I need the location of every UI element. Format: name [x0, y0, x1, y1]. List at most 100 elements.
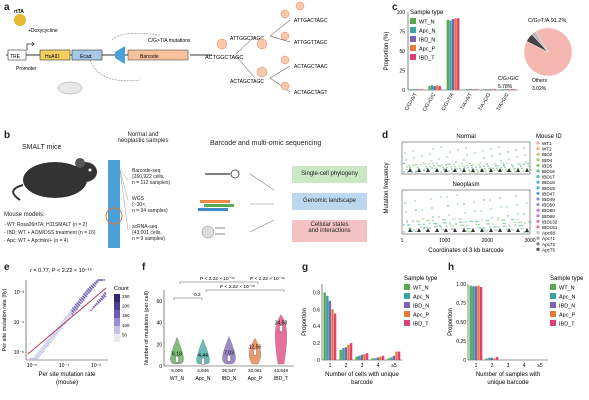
scatter-point	[62, 319, 65, 322]
scatter-point	[42, 344, 45, 347]
bar	[485, 358, 488, 360]
mutation-point	[517, 163, 519, 165]
pie-value-other: 3.02%	[532, 86, 547, 92]
seq-label-r3: ACTAGCTAGT	[294, 90, 327, 96]
mutation-point	[469, 171, 471, 173]
legend-label: IBD19	[542, 186, 555, 191]
count-label: 5,006	[171, 368, 183, 373]
bar	[454, 18, 457, 91]
legend-swatch	[536, 197, 540, 201]
legend-swatch	[404, 320, 410, 326]
legend-label: Apc75	[542, 247, 555, 252]
x-tick-label: 3	[361, 363, 364, 369]
mutation-point	[515, 195, 517, 197]
mutation-point	[448, 214, 450, 216]
mutation-point	[459, 167, 461, 170]
legend-label: IBD_T	[413, 322, 429, 328]
mutation-point	[447, 205, 449, 207]
mutation-point	[423, 169, 425, 171]
panel-label-e: e	[4, 262, 10, 273]
mutation-point	[419, 223, 421, 225]
panel-label-c: c	[392, 2, 398, 13]
mutation-point	[516, 204, 518, 206]
y-axis-label: Proportion	[448, 308, 454, 336]
mutation-point	[496, 229, 498, 231]
scatter-point	[83, 293, 85, 295]
mutation-point	[423, 223, 425, 225]
bar	[490, 357, 494, 360]
mutation-point	[425, 229, 427, 232]
legend-label: Apc_N	[559, 295, 576, 301]
y-axis-label: Mutation frequency	[384, 162, 390, 213]
mutation-point	[488, 223, 490, 225]
mutation-point	[521, 225, 523, 227]
mutation-point	[438, 158, 440, 160]
site-marker	[444, 168, 448, 172]
colorbar-segment	[114, 334, 120, 342]
mutation-point	[493, 226, 495, 228]
colorbar-tick: 200	[122, 304, 130, 309]
chart-g: 0 0.2 0.4 0.6 0.8 Proportion 1 2 3 4 ≥5 Number of c…	[302, 276, 438, 386]
bar	[475, 89, 478, 90]
scatter-point	[94, 304, 96, 307]
mutation-point	[406, 168, 408, 171]
scatter-point	[41, 346, 44, 349]
bar	[390, 357, 393, 360]
legend-label: IBD_T	[419, 56, 435, 62]
scatter-point	[69, 310, 72, 313]
y-tick-label: 1.00	[456, 282, 466, 288]
site-marker	[498, 228, 502, 232]
scatter-point	[36, 353, 38, 356]
mutation-point	[416, 220, 418, 222]
scatter-point	[92, 283, 94, 286]
mutation-point	[484, 168, 486, 170]
legend-swatch	[536, 163, 540, 167]
legend-swatch	[536, 225, 540, 229]
bar	[512, 89, 515, 90]
sequencing-title: Barcode and multi-omic sequencing	[210, 140, 322, 147]
bar	[365, 353, 369, 360]
mutation-point	[467, 227, 469, 230]
x-tick-label: C/G>A/T	[404, 92, 419, 112]
bar	[374, 358, 377, 360]
x-tick-label: C/G>G/C	[422, 92, 438, 113]
mutation-point	[509, 225, 511, 228]
mutation-point	[440, 146, 442, 148]
mutation-point	[510, 228, 512, 231]
violin-box	[253, 349, 257, 356]
legend-label: WT_N	[559, 286, 575, 292]
violin-box	[227, 355, 231, 362]
mutation-point	[479, 227, 481, 229]
legend-label: IBD_N	[419, 38, 435, 44]
legend-swatch	[536, 203, 540, 207]
violin	[170, 336, 184, 365]
x-axis-label: Number of samples with	[476, 372, 540, 378]
mutation-point	[441, 229, 443, 231]
mutation-point	[422, 218, 424, 220]
mutation-point	[485, 220, 487, 222]
mutation-point	[523, 231, 525, 233]
scatter-point	[71, 307, 74, 310]
mutation-point	[403, 171, 405, 173]
mutation-point	[425, 165, 427, 168]
mutation-point	[477, 227, 479, 229]
mutation-point	[504, 222, 506, 224]
mutation-point	[520, 221, 522, 224]
mutation-point	[428, 219, 430, 222]
scatter-point	[103, 291, 106, 294]
scatter-point	[74, 303, 77, 306]
x-axis-label: Number of cells with unique	[325, 372, 399, 378]
mutation-point	[443, 229, 445, 231]
mutation-point	[460, 218, 462, 220]
bar	[339, 349, 342, 360]
legend-swatch	[536, 191, 540, 195]
mutation-point	[468, 230, 470, 233]
mutation-point	[403, 231, 405, 233]
bar	[469, 285, 472, 360]
output-genomic: Genomic landscape	[292, 193, 367, 210]
legend-label: IBD4	[542, 158, 553, 163]
significance-bracket	[205, 289, 285, 292]
mutation-point	[466, 230, 468, 232]
site-marker	[435, 228, 439, 232]
colorbar-segment	[114, 302, 120, 310]
